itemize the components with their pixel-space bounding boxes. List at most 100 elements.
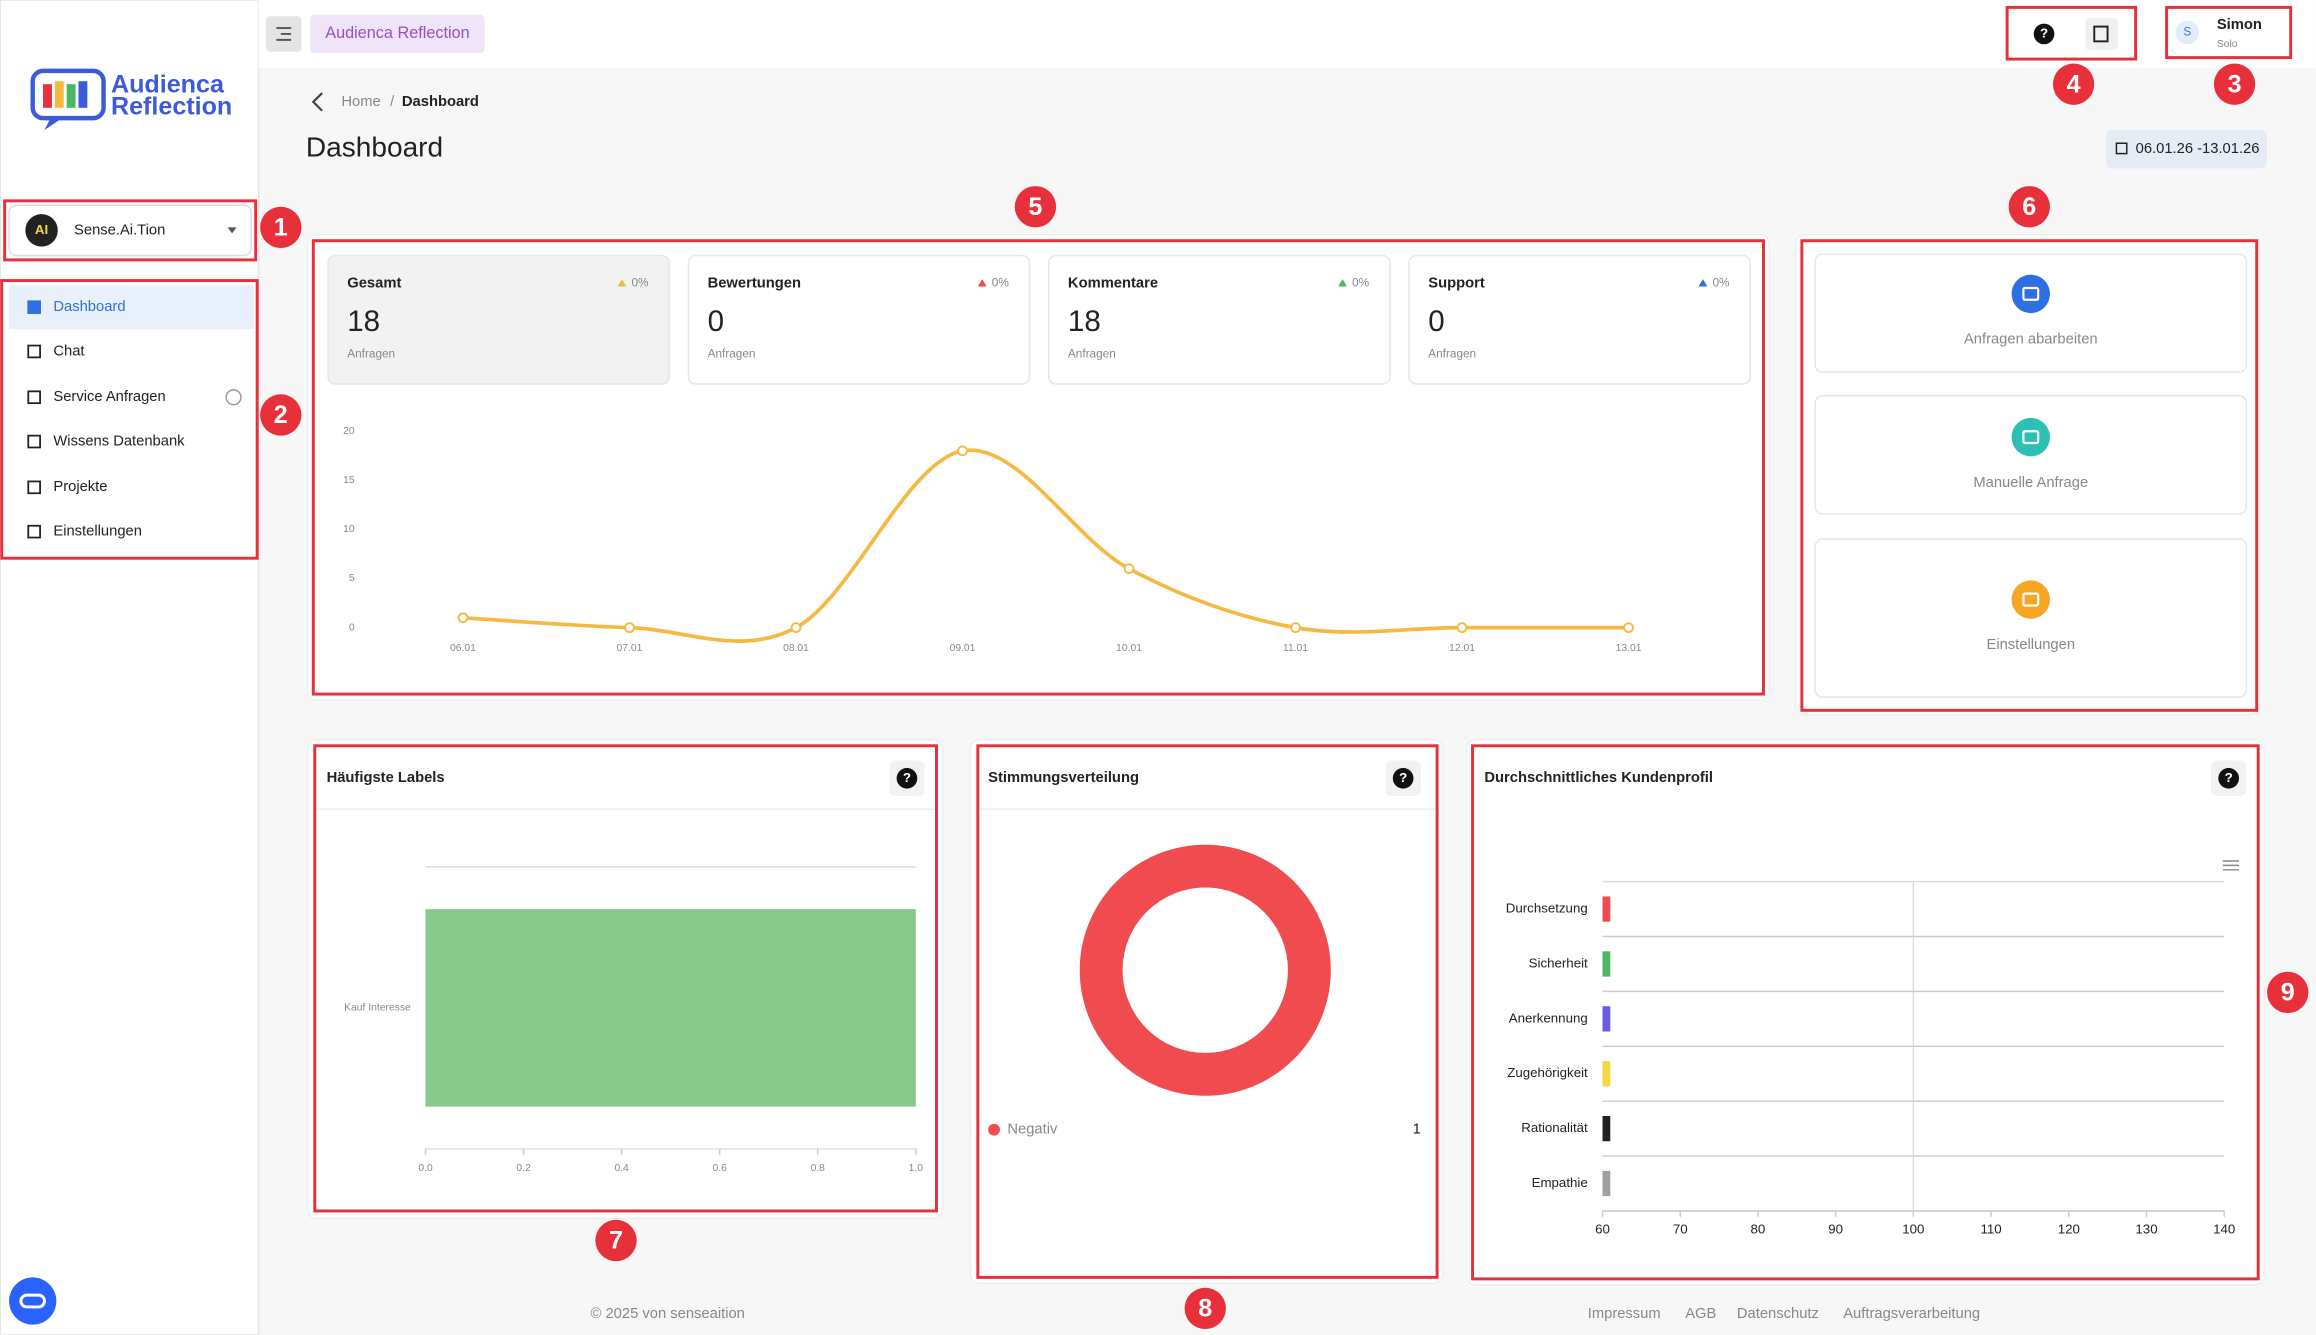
stat-card[interactable] (327, 254, 670, 385)
sentiment-card (969, 739, 1444, 1285)
app-badge (310, 14, 485, 54)
x-tick-label: 130 (2135, 1222, 2157, 1237)
logo[interactable]: Audienca Reflection (30, 68, 233, 130)
point (1123, 563, 1135, 575)
footer-link[interactable]: Impressum (1588, 1306, 1661, 1322)
stat-card[interactable] (1408, 254, 1751, 385)
x-tick-label: 07.01 (617, 643, 643, 654)
chart-title: Durchschnittliches Kundenprofil (1484, 770, 1713, 786)
nav-item[interactable]: Service Anfragen (53, 389, 165, 405)
x-tick-label: 11.01 (1283, 643, 1308, 654)
x-tick-label: 70 (1673, 1222, 1688, 1237)
action-icon-glyph (2022, 286, 2040, 301)
legend-label: Negativ (1007, 1122, 1058, 1138)
nav-item[interactable]: Projekte (53, 479, 107, 495)
annotation-number: 8 (1198, 1295, 1212, 1323)
annotation-box (3, 199, 258, 262)
x-tick-label: 0.2 (516, 1163, 531, 1174)
chart-menu[interactable] (2222, 860, 2239, 871)
action-icon (2011, 580, 2050, 619)
action-icon (2011, 274, 2050, 314)
stat-label: Bewertungen (708, 275, 801, 291)
x-tick-label: 1.0 (909, 1163, 924, 1174)
nav-item[interactable]: Wissens Datenbank (53, 433, 185, 449)
annotations: 1 2 3 4 5 6 7 8 9 (260, 63, 2309, 1330)
annotation-box (311, 239, 1765, 696)
profile-card (1465, 739, 2265, 1286)
y-tick-label: Rationalität (1521, 1120, 1588, 1135)
nav-active (9, 285, 255, 330)
nav-item[interactable]: Einstellungen (53, 524, 142, 540)
bar (1602, 896, 1611, 922)
x-tick-label: 120 (2058, 1222, 2080, 1237)
x-tick-label: 90 (1828, 1222, 1843, 1237)
menu-toggle-icon (276, 27, 292, 41)
annotation-number: 2 (274, 401, 288, 429)
breadcrumb-link[interactable]: Home (341, 94, 380, 110)
logo-bar (66, 84, 76, 108)
x-tick-label: 12.01 (1449, 643, 1475, 654)
stat-card[interactable] (687, 254, 1031, 385)
copyright: © 2025 von senseaition (591, 1306, 745, 1322)
help-icon: ? (903, 770, 911, 785)
stat-unit: Anfragen (1428, 347, 1476, 361)
footer-link[interactable]: Auftragsverarbeitung (1843, 1306, 1980, 1322)
nav-icon (27, 434, 41, 449)
nav-item[interactable]: Dashboard (53, 299, 125, 315)
help-button[interactable] (2033, 23, 2055, 45)
annotation-number: 6 (2022, 193, 2036, 221)
stat-card[interactable] (1047, 254, 1391, 385)
workspace-icon-text: AI (35, 222, 48, 237)
stat-unit: Anfragen (347, 347, 395, 361)
user-plan: Solo (2217, 39, 2238, 50)
nav-icon (27, 390, 41, 405)
annotation-box (1471, 744, 2260, 1281)
top-bar (258, 0, 2316, 68)
help-button (1392, 767, 1414, 789)
stat-change: 0% (992, 276, 1010, 290)
footer-link[interactable]: AGB (1685, 1306, 1716, 1322)
charts: 0 5 10 15 20 06.01 07.01 08.01 09.01 10.01 11.01 12… (314, 426, 2247, 1237)
stat-label: Gesamt (347, 275, 401, 291)
annotation-box (0, 279, 259, 560)
chat-launcher[interactable] (9, 1277, 57, 1325)
annotation-marker (2267, 971, 2309, 1014)
annotation-marker (595, 1219, 637, 1262)
y-tick-label: 5 (349, 573, 355, 584)
x-tick-label: 10.01 (1116, 643, 1142, 654)
nav-icon (27, 344, 41, 359)
app-badge-text: Audienca Reflection (325, 24, 469, 42)
stat-label: Support (1428, 275, 1485, 291)
annotation-box (2165, 5, 2293, 60)
x-tick-label: 0.0 (418, 1163, 433, 1174)
x-tick-label: 09.01 (950, 643, 976, 654)
annotation-box (313, 744, 938, 1213)
workspace-box (8, 204, 253, 257)
workspace-select[interactable]: AI Sense.Ai.Tion (8, 204, 253, 257)
date-range-button[interactable] (2106, 129, 2268, 169)
back-button[interactable] (311, 92, 323, 112)
nav-item[interactable]: Chat (53, 343, 84, 359)
breadcrumb-current: Dashboard (402, 94, 479, 110)
logo-tail (44, 118, 63, 130)
user-menu[interactable]: S Simon Solo (2175, 17, 2262, 50)
x-tick-label: 0.8 (811, 1163, 826, 1174)
bar (1602, 1061, 1611, 1087)
point (1456, 622, 1468, 634)
annotation-box (1800, 239, 2259, 712)
x-tick-label: 0.6 (713, 1163, 728, 1174)
calendar-icon (2115, 142, 2128, 155)
stat-change: 0% (631, 276, 649, 290)
slice (1079, 844, 1331, 1096)
action-label: Manuelle Anfrage (1973, 475, 2088, 491)
legend-dot (988, 1123, 1000, 1136)
annotation-marker (2008, 186, 2050, 228)
annotation-marker (2052, 63, 2095, 105)
help-icon: ? (2225, 770, 2233, 785)
export-button[interactable] (2085, 17, 2118, 51)
help-icon: ? (2040, 25, 2048, 40)
y-tick-label: 15 (343, 475, 355, 486)
footer-link[interactable]: Datenschutz (1737, 1306, 1819, 1322)
stats: Gesamt 0% 18 Anfragen Bewertungen 0% 0 Anfragen… (327, 254, 1751, 385)
